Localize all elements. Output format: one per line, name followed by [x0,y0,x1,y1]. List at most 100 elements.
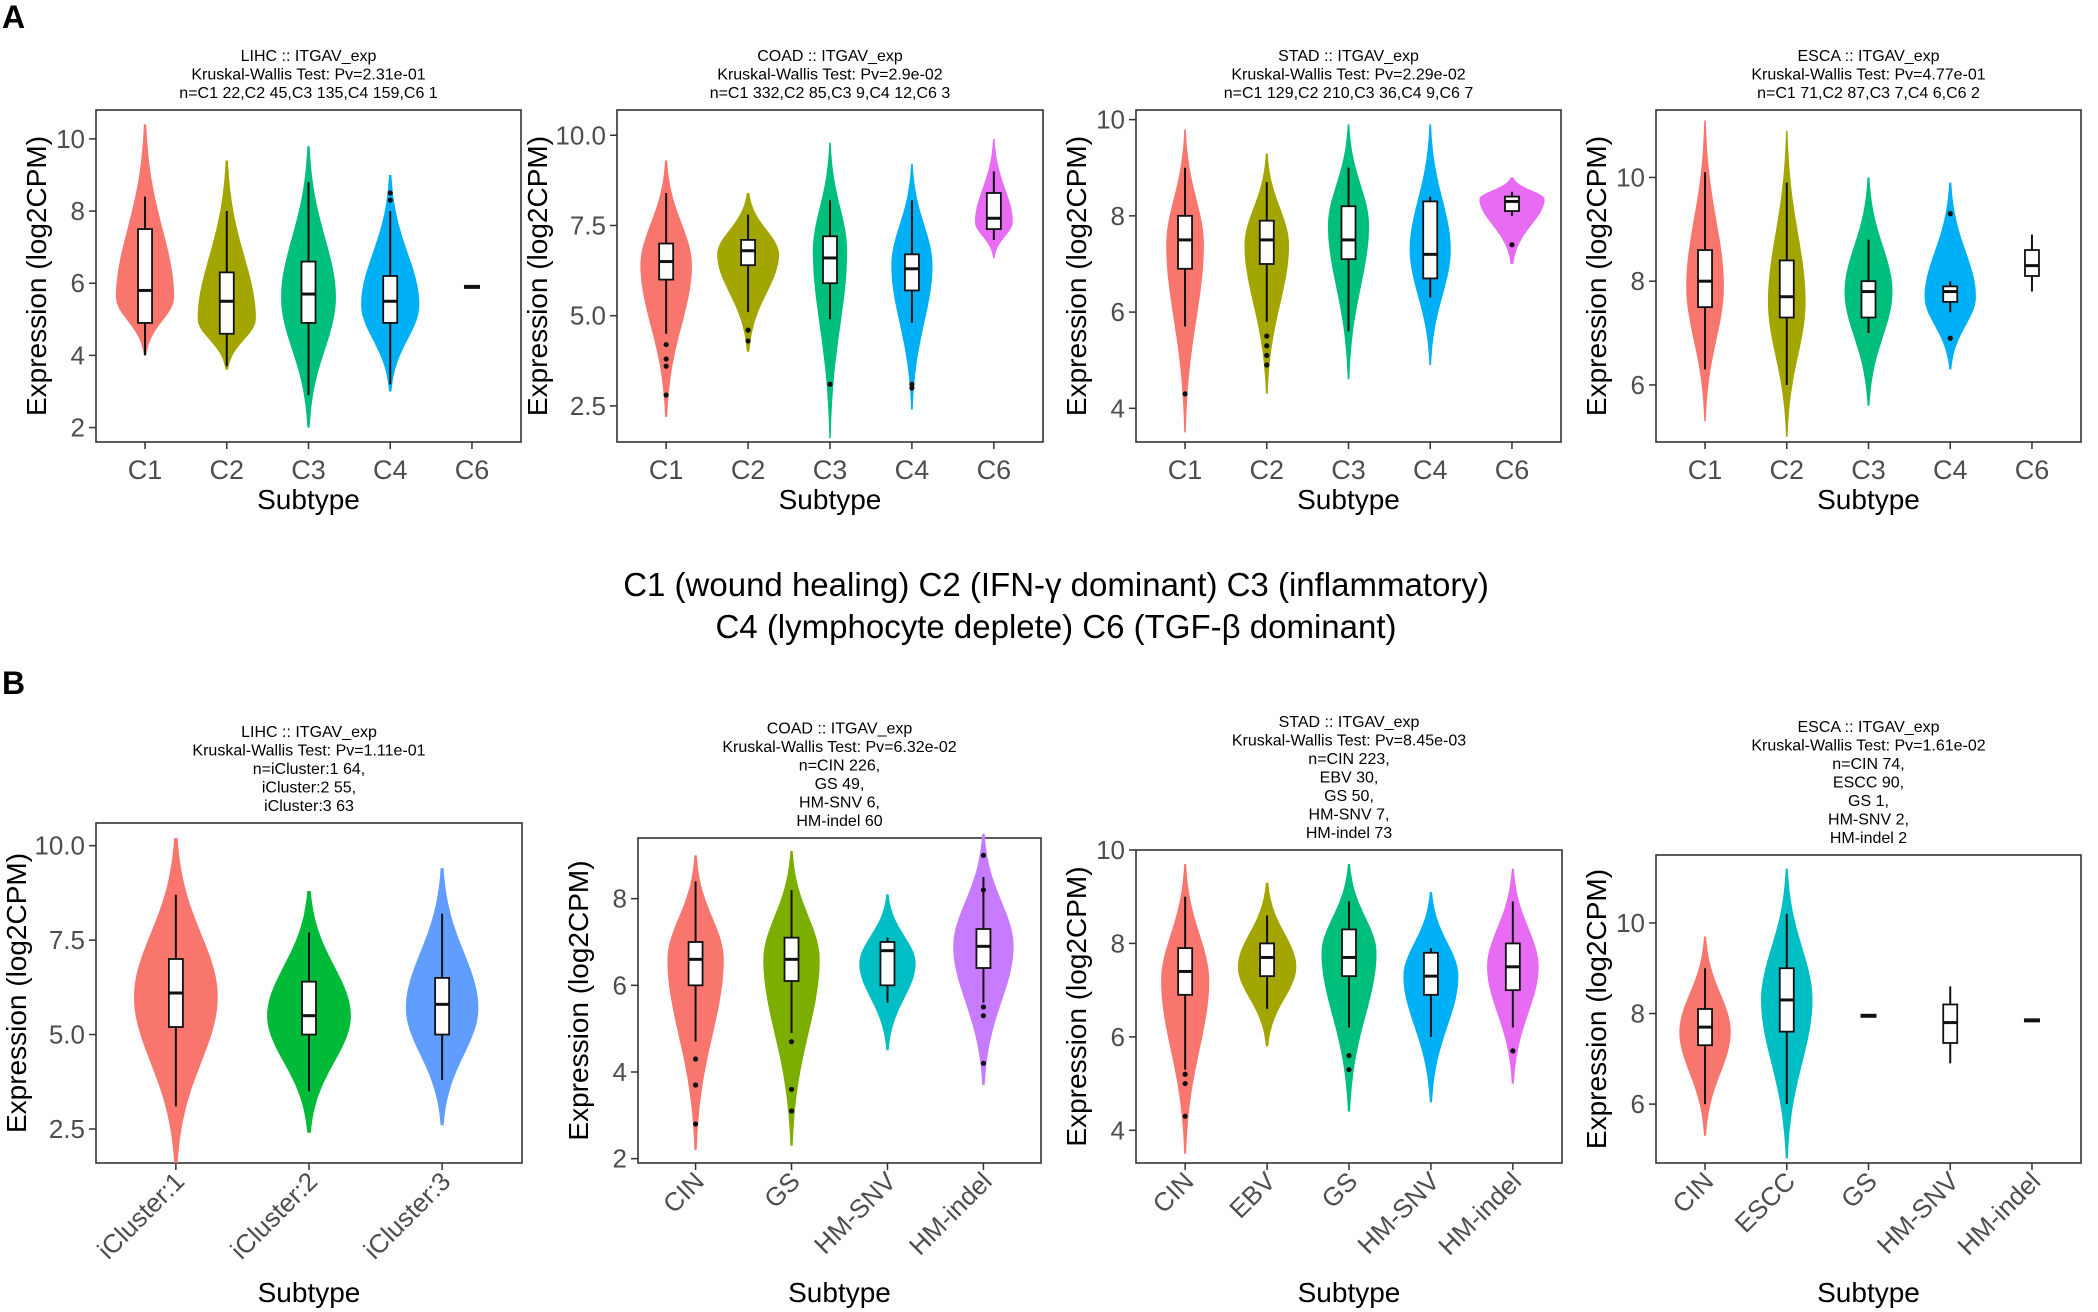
y-tick-label: 4 [71,340,85,370]
box [687,941,704,987]
x-tick-label: C6 [455,455,490,485]
box [1860,280,1877,319]
x-tick-label: C1 [1688,455,1723,485]
outlier-point [1264,333,1270,339]
y-axis-label: Expression (log2CPM) [563,860,594,1140]
y-tick-label: 2 [613,1144,627,1174]
x-tick-label: C2 [210,455,245,485]
outlier-point [1947,335,1953,341]
chart-title-line: n=C1 71,C2 87,C3 7,C4 6,C6 2 [1757,85,1980,102]
x-tick-label: C3 [813,455,848,485]
box [1340,205,1357,261]
box [1697,249,1713,309]
y-tick-label: 6 [1631,1089,1645,1119]
box [2024,249,2040,277]
box [904,253,920,292]
y-tick-label: 6 [1631,370,1645,400]
outlier-point [692,1121,699,1127]
chart-title-line: LIHC :: ITGAV_exp [241,724,377,741]
y-tick-label: 8 [1631,999,1645,1029]
outlier-point [745,327,751,333]
outlier-point [827,381,833,387]
y-tick-label: 6 [71,268,85,298]
chart-title-line: Kruskal-Wallis Test: Pv=6.32e-02 [722,739,956,756]
outlier-point [1346,1052,1352,1059]
x-tick-label: CIN [1147,1166,1200,1219]
x-tick-label: C2 [731,455,766,485]
y-tick-label: 8 [1631,266,1645,296]
chart-title-line: Kruskal-Wallis Test: Pv=1.11e-01 [192,743,425,760]
outlier-point [387,197,393,203]
box [1422,200,1439,280]
y-tick-label: 2 [71,413,85,443]
chart-title-line: n=iCluster:1 64, [253,761,366,778]
y-tick-label: 10 [1096,835,1125,865]
outlier-point [1509,242,1515,248]
x-axis-label: Subtype [1297,484,1400,515]
chart-title-line: n=CIN 74, [1832,756,1904,773]
chart-title-line: Kruskal-Wallis Test: Pv=2.29e-02 [1231,67,1465,84]
y-axis-label: Expression (log2CPM) [1061,866,1092,1146]
x-tick-label: C6 [2015,455,2050,485]
y-tick-label: 10 [1616,908,1645,938]
outlier-point [1182,1113,1188,1119]
outlier-point [1182,391,1188,397]
y-tick-label: 6 [1111,297,1125,327]
outlier-point [1264,343,1270,349]
y-axis-label: Expression (log2CPM) [1061,136,1092,416]
box [1177,214,1193,270]
box [740,239,756,267]
x-tick-label: C6 [1495,455,1530,485]
y-axis-label: Expression (log2CPM) [1,853,32,1133]
y-tick-label: 6 [1111,1022,1125,1052]
outlier-point [909,385,915,391]
chart-title-line: Kruskal-Wallis Test: Pv=8.45e-03 [1232,733,1466,750]
y-tick-label: 8 [1111,201,1125,231]
outlier-point [1182,1080,1188,1087]
box [382,275,399,324]
x-tick-label: CIN [657,1166,710,1219]
y-tick-label: 10 [56,124,85,154]
chart-title-line: n=CIN 223, [1308,751,1389,768]
subtype-legend-line-1: C1 (wound healing) C2 (IFN-γ dominant) C… [623,566,1489,603]
x-tick-label: CIN [1666,1166,1719,1219]
y-tick-label: 4 [613,1057,627,1087]
outlier-point [692,1056,699,1062]
chart-title-line: GS 50, [1324,788,1374,805]
violin-C4 [1924,182,1976,370]
chart-title-line: ESCA :: ITGAV_exp [1798,719,1940,736]
x-tick-label: EBV [1223,1166,1281,1224]
plot-frame [1655,854,2082,1164]
chart-title-line: COAD :: ITGAV_exp [767,721,913,738]
x-tick-label: GS [1315,1166,1363,1214]
x-tick-label: C3 [291,455,326,485]
box [879,941,896,987]
x-tick-label: HM-SNV [1871,1166,1965,1260]
y-axis-label: Expression (log2CPM) [522,136,553,416]
chart-title-line: STAD :: ITGAV_exp [1278,48,1419,65]
chart-title-line: n=C1 129,C2 210,C3 36,C4 9,C6 7 [1224,85,1474,102]
box [301,980,317,1036]
chart-title-line: n=CIN 226, [799,758,880,775]
x-axis-label: Subtype [779,484,882,515]
chart-title-line: Kruskal-Wallis Test: Pv=4.77e-01 [1751,67,1985,84]
y-tick-label: 8 [1111,928,1125,958]
outlier-point [663,341,669,348]
outlier-point [692,1082,699,1088]
box [1504,195,1520,212]
x-tick-label: iCluster:2 [224,1166,323,1265]
chart-title-line: ESCC 90, [1833,775,1904,792]
chart-title-line: GS 1, [1848,793,1889,810]
x-tick-label: HM-SNV [1351,1166,1445,1260]
chart-title-line: n=C1 22,C2 45,C3 135,C4 159,C6 1 [179,85,438,102]
x-tick-label: HM-indel [1951,1166,2046,1261]
x-tick-label: C2 [1770,455,1805,485]
x-tick-label: C3 [1331,455,1366,485]
chart-title-line: HM-indel 73 [1306,825,1392,842]
chart-title-line: Kruskal-Wallis Test: Pv=2.31e-01 [191,67,425,84]
box [975,928,992,969]
